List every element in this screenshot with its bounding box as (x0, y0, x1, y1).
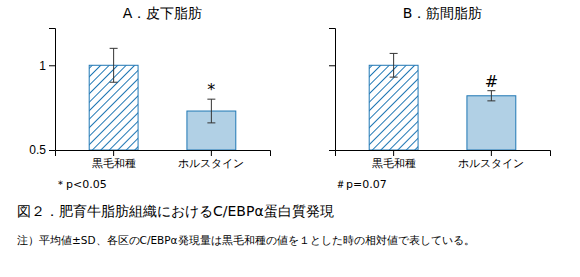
error-bar-cap (390, 53, 398, 54)
figure: 0.51黒毛和種ホルスタインA．皮下脂肪*＊p<0.05黒毛和種ホルスタインB．… (0, 0, 580, 277)
error-bar-stem (393, 53, 394, 77)
error-bar-cap (110, 48, 118, 49)
marks (369, 53, 516, 150)
x-tick-label: ホルスタイン (458, 157, 524, 169)
error-bar-stem (211, 99, 212, 123)
x-axis-line (336, 151, 551, 157)
x-tick: 黒毛和種 (372, 150, 416, 169)
bar (369, 65, 418, 150)
bar (467, 96, 516, 150)
error-bar (207, 99, 215, 123)
footnote: ＊p<0.05 (55, 178, 107, 191)
x-axis: 黒毛和種 ホルスタイン (56, 150, 271, 169)
error-bar-stem (113, 48, 114, 82)
error-bar-stem (491, 91, 492, 101)
y-axis (329, 29, 336, 151)
error-bar (487, 91, 495, 101)
y-tick: 0.5 (29, 143, 55, 157)
x-axis-line (56, 151, 271, 157)
x-tick: 黒毛和種 (92, 150, 136, 169)
y-tick-mark (329, 65, 335, 66)
x-tick-mark (491, 150, 492, 156)
y-tick: 1 (39, 59, 55, 73)
x-tick-mark (211, 150, 212, 156)
error-bar-cap (207, 122, 215, 123)
figure-note: 注）平均値±SD、各区のC/EBPα発現量は黒毛和種の値を１とした時の相対値で表… (17, 234, 475, 246)
y-tick (329, 65, 335, 66)
footnote: ＃p=0.07 (335, 178, 387, 191)
error-bar (390, 53, 398, 77)
y-tick-mark (329, 150, 335, 151)
significance-label: # (485, 72, 498, 91)
error-bar-cap (390, 77, 398, 78)
error-bar (110, 48, 118, 82)
panel-title: A．皮下脂肪 (123, 5, 203, 21)
y-axis-line (49, 29, 56, 151)
y-tick-mark (49, 65, 55, 66)
panel: 黒毛和種 ホルスタイン B．筋間脂肪 # ＃p=0.07 (329, 5, 551, 191)
figure-caption: 図２．肥育牛脂肪組織におけるC/EBPα蛋白質発現 (17, 203, 334, 219)
marks (89, 48, 236, 150)
x-tick-label: 黒毛和種 (92, 157, 136, 169)
x-tick-mark (113, 150, 114, 156)
y-tick-label: 1 (39, 59, 46, 73)
y-tick-label: 0.5 (29, 143, 46, 157)
y-tick-mark (49, 150, 55, 151)
significance-label: * (207, 80, 215, 99)
x-tick: ホルスタイン (178, 150, 244, 169)
y-axis: 0.51 (29, 29, 55, 158)
x-tick: ホルスタイン (458, 150, 524, 169)
error-bar-cap (487, 100, 495, 101)
x-tick-label: 黒毛和種 (372, 157, 416, 169)
error-bar-cap (110, 82, 118, 83)
panel-title: B．筋間脂肪 (403, 5, 483, 21)
panel: 0.51黒毛和種ホルスタインA．皮下脂肪*＊p<0.05 (29, 5, 270, 191)
x-tick-label: ホルスタイン (178, 157, 244, 169)
y-axis-line (329, 29, 336, 151)
x-axis: 黒毛和種 ホルスタイン (336, 150, 551, 169)
x-tick-mark (393, 150, 394, 156)
y-tick (329, 150, 335, 151)
